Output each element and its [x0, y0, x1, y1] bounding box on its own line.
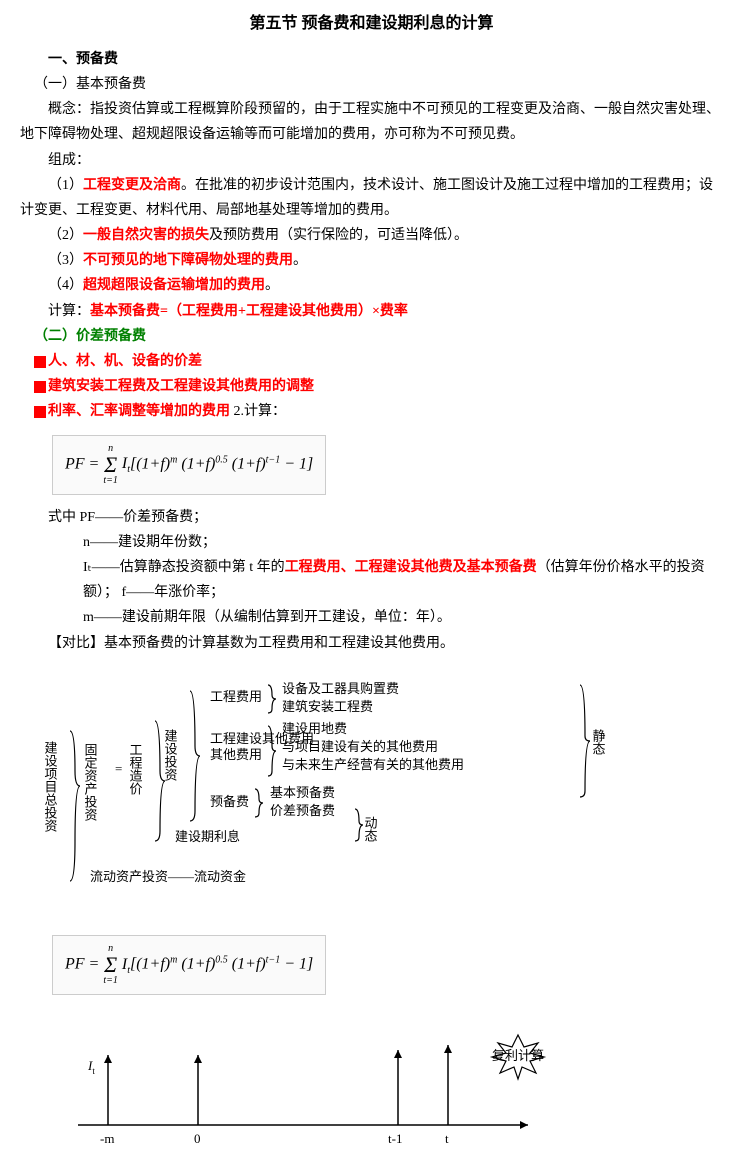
formula-1: PF = n Σ t=1 It[(1+f)m (1+f)0.5 (1+f)t−1…: [52, 435, 326, 495]
tree-leaf1a: 工程费用: [210, 689, 262, 704]
tree-liquid: 流动资产投资——流动资金: [90, 869, 246, 884]
def-i-prefix: Iₜ——估算静态投资额中第 t 年的: [83, 560, 285, 575]
item-1-highlight: 工程变更及洽商: [83, 178, 181, 193]
tree-dynamic: 动态: [363, 816, 378, 842]
subsection-1-2: （二）价差预备费: [34, 324, 723, 349]
timeline-label-i: It: [87, 1058, 95, 1076]
tree-leaf1b-r1: 建设用地费: [282, 721, 347, 736]
item-2-text: 及预防费用（实行保险的，可适当降低）。: [209, 228, 468, 243]
calc-formula: 基本预备费=（工程费用+工程建设其他费用）×费率: [90, 304, 408, 319]
bullet-3: 利率、汇率调整等增加的费用 2.计算：: [34, 399, 723, 424]
calc-prefix: 计算：: [48, 304, 90, 319]
starburst-text: 复利计算: [492, 1048, 544, 1063]
def-n: n——建设期年份数；: [20, 530, 723, 555]
timeline-t1: t-1: [388, 1131, 402, 1146]
item-4-text: 。: [265, 278, 279, 293]
timeline-svg: text { font-family: "Times New Roman", s…: [48, 1025, 648, 1155]
calc-line: 计算：基本预备费=（工程费用+工程建设其他费用）×费率: [20, 299, 723, 324]
def-i-highlight: 工程费用、工程建设其他费及基本预备费: [285, 560, 537, 575]
compare-line: 【对比】基本预备费的计算基数为工程费用和工程建设其他费用。: [20, 631, 723, 656]
timeline-diagram: text { font-family: "Times New Roman", s…: [48, 1025, 723, 1164]
bullet-1-text: 人、材、机、设备的价差: [48, 354, 202, 369]
def-i: Iₜ——估算静态投资额中第 t 年的工程费用、工程建设其他费及基本预备费（估算年…: [20, 555, 723, 605]
bullet-3-post: 2.计算：: [230, 404, 286, 419]
tree-cost: 工程造价: [128, 743, 143, 795]
tree-leaf1b-sub: 其他费用: [210, 747, 262, 762]
tree-leaf1b-r2: 与项目建设有关的其他费用: [282, 739, 438, 754]
def-pf: 式中 PF——价差预备费；: [20, 505, 723, 530]
item-3-prefix: （3）: [48, 253, 83, 268]
subsection-1-1: （一）基本预备费: [34, 72, 723, 97]
page-title: 第五节 预备费和建设期利息的计算: [20, 10, 723, 39]
tree-static: 静态: [591, 729, 606, 755]
section-1: 一、预备费: [48, 47, 723, 72]
tree-leaf1a-r1: 设备及工器具购置费: [282, 681, 399, 696]
item-2-highlight: 一般自然灾害的损失: [83, 228, 209, 243]
bullet-3-text: 利率、汇率调整等增加的费用: [48, 404, 230, 419]
item-4-prefix: （4）: [48, 278, 83, 293]
tree-root: 建设项目总投资: [43, 741, 58, 832]
timeline-t: t: [445, 1131, 449, 1146]
tree-sub1: 建设投资: [163, 729, 178, 781]
tree-sub2: 建设期利息: [175, 829, 240, 844]
item-3-text: 。: [293, 253, 307, 268]
item-2: （2）一般自然灾害的损失及预防费用（实行保险的，可适当降低）。: [20, 223, 723, 248]
square-icon: [34, 356, 46, 368]
tree-diagram: text { font-family: "SimSun", serif; fon…: [20, 671, 723, 910]
tree-leaf1c: 预备费: [210, 794, 249, 809]
tree-leaf1c-r2: 价差预备费: [270, 803, 335, 818]
compose-label: 组成：: [20, 148, 723, 173]
subsection-1-2-text: （二）价差预备费: [34, 329, 146, 344]
item-1: （1）工程变更及洽商。在批准的初步设计范围内，技术设计、施工图设计及施工过程中增…: [20, 173, 723, 223]
tree-leaf1a-r2: 建筑安装工程费: [282, 699, 373, 714]
item-3-highlight: 不可预见的地下障碍物处理的费用: [83, 253, 293, 268]
concept: 概念：指投资估算或工程概算阶段预留的，由于工程实施中不可预见的工程变更及洽商、一…: [20, 97, 723, 147]
tree-svg: text { font-family: "SimSun", serif; fon…: [20, 671, 720, 901]
item-2-prefix: （2）: [48, 228, 83, 243]
square-icon: [34, 381, 46, 393]
bullet-1: 人、材、机、设备的价差: [34, 349, 723, 374]
formula-2: PF = n Σ t=1 It[(1+f)m (1+f)0.5 (1+f)t−1…: [52, 935, 326, 995]
def-m: m——建设前期年限（从编制估算到开工建设，单位：年）。: [20, 605, 723, 630]
item-3: （3）不可预见的地下障碍物处理的费用。: [20, 248, 723, 273]
item-1-prefix: （1）: [48, 178, 83, 193]
item-4: （4）超规超限设备运输增加的费用。: [20, 273, 723, 298]
square-icon: [34, 406, 46, 418]
timeline-m: -m: [100, 1131, 114, 1146]
item-4-highlight: 超规超限设备运输增加的费用: [83, 278, 265, 293]
bullet-2: 建筑安装工程费及工程建设其他费用的调整: [34, 374, 723, 399]
tree-eq: =: [115, 761, 122, 776]
tree-leaf1b-r3: 与未来生产经营有关的其他费用: [282, 757, 464, 772]
tree-leaf1c-r1: 基本预备费: [270, 785, 335, 800]
bullet-2-text: 建筑安装工程费及工程建设其他费用的调整: [48, 379, 314, 394]
timeline-zero: 0: [194, 1131, 201, 1146]
starburst-icon: 复利计算: [492, 1035, 544, 1079]
tree-fixed: 固定资产投资: [83, 743, 98, 821]
